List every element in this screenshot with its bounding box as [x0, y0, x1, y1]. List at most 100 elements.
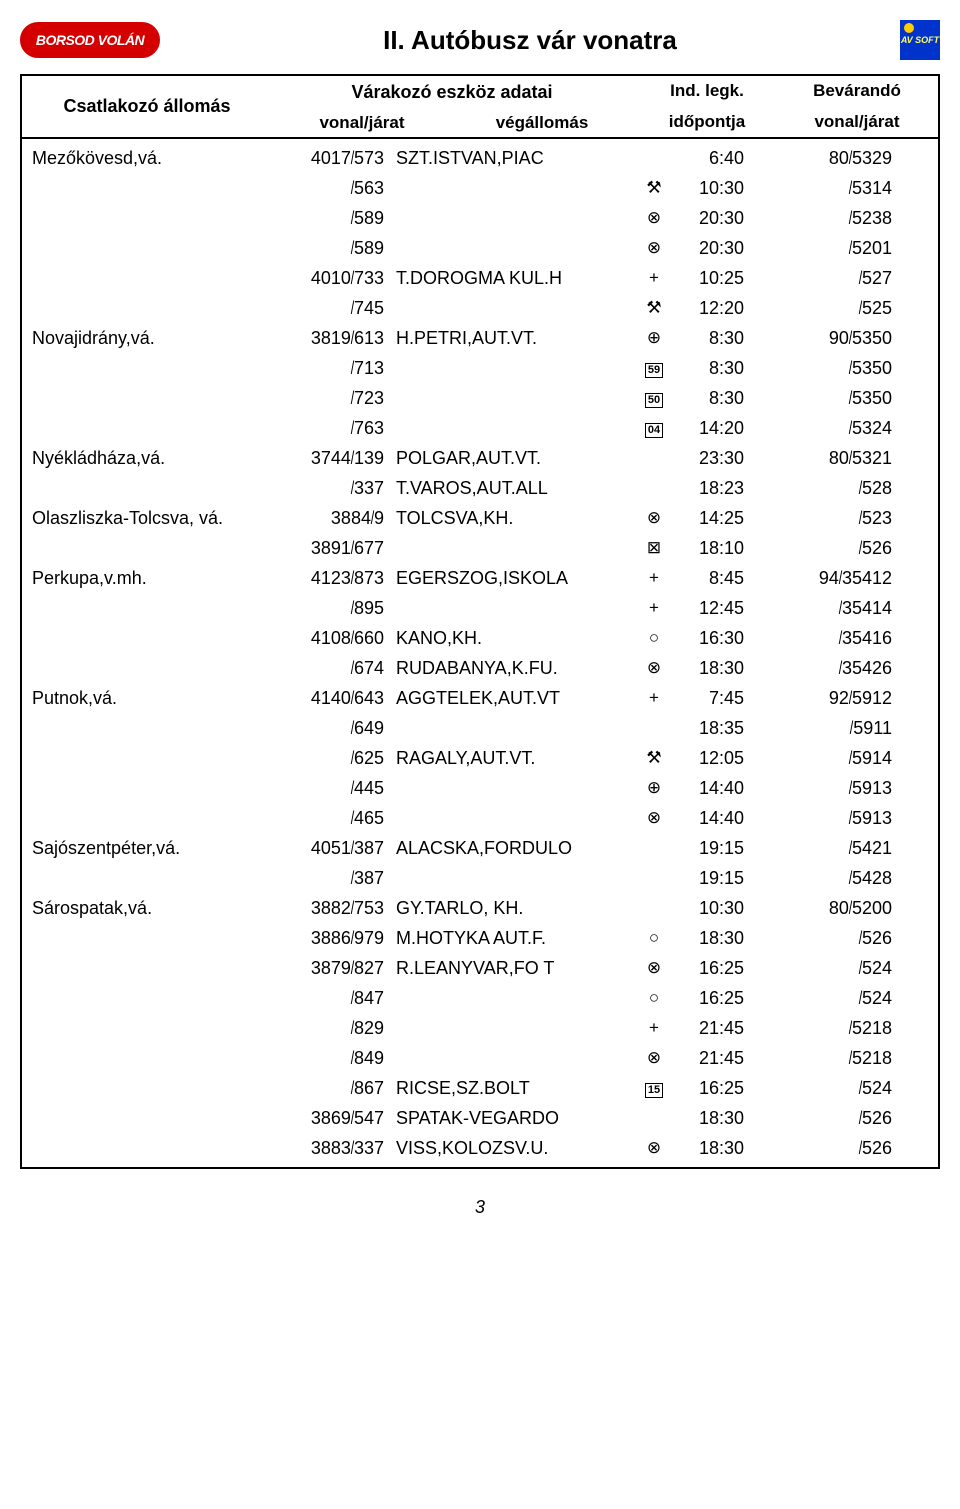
cell-station: Olaszliszka-Tolcsva, vá. [22, 508, 272, 529]
cell-symbol: ○ [632, 988, 676, 1008]
cell-destination: M.HOTYKA AUT.F. [392, 928, 632, 949]
cell-wait: /5914 [762, 748, 932, 769]
cell-wait: 92/5912 [762, 688, 932, 709]
table-row: /465⊗14:40/5913 [22, 803, 938, 833]
cell-line: /465 [272, 808, 392, 829]
cell-symbol: ⊗ [632, 1048, 676, 1068]
avsoft-logo: AV SOFT [900, 20, 940, 60]
table-body: Mezőkövesd,vá.4017/573SZT.ISTVAN,PIAC6:4… [22, 139, 938, 1167]
cell-destination: ALACSKA,FORDULO [392, 838, 632, 859]
table-row: /829+21:45/5218 [22, 1013, 938, 1043]
cell-symbol: ⊗ [632, 208, 676, 228]
cell-line: /649 [272, 718, 392, 739]
cell-line: 3744/139 [272, 448, 392, 469]
timetable: Csatlakozó állomás Várakozó eszköz adata… [20, 74, 940, 1169]
cell-line: 3884/9 [272, 508, 392, 529]
cell-line: /713 [272, 358, 392, 379]
cell-wait: 80/5321 [762, 448, 932, 469]
cell-line: 4123/873 [272, 568, 392, 589]
cell-wait: /526 [762, 1138, 932, 1159]
cell-wait: /5913 [762, 778, 932, 799]
cell-line: /829 [272, 1018, 392, 1039]
cell-symbol: ⊠ [632, 538, 676, 558]
cell-symbol: ⊗ [632, 1138, 676, 1158]
table-row: 4010/733T.DOROGMA KUL.H+10:25/527 [22, 263, 938, 293]
cell-line: /895 [272, 598, 392, 619]
cell-wait: 80/5200 [762, 898, 932, 919]
table-row: /7630414:20/5324 [22, 413, 938, 443]
table-row: 3886/979M.HOTYKA AUT.F.○18:30/526 [22, 923, 938, 953]
cell-destination: AGGTELEK,AUT.VT [392, 688, 632, 709]
cell-wait: /5350 [762, 388, 932, 409]
cell-line: /589 [272, 208, 392, 229]
cell-line: /674 [272, 658, 392, 679]
cell-station: Sárospatak,vá. [22, 898, 272, 919]
header-wait-bot: vonal/járat [782, 107, 932, 138]
cell-symbol: 50 [632, 388, 676, 408]
page-number: 3 [20, 1197, 940, 1218]
cell-symbol: ⊗ [632, 958, 676, 978]
company-logo: BORSOD VOLÁN [20, 22, 160, 58]
cell-wait: /525 [762, 298, 932, 319]
cell-line: /867 [272, 1078, 392, 1099]
table-row: /38719:15/5428 [22, 863, 938, 893]
table-row: /723508:30/5350 [22, 383, 938, 413]
table-row: Mezőkövesd,vá.4017/573SZT.ISTVAN,PIAC6:4… [22, 143, 938, 173]
table-row: Sajószentpéter,vá.4051/387ALACSKA,FORDUL… [22, 833, 938, 863]
cell-line: /445 [272, 778, 392, 799]
cell-line: /337 [272, 478, 392, 499]
cell-line: /589 [272, 238, 392, 259]
table-row: /745⚒12:20/525 [22, 293, 938, 323]
cell-station: Sajószentpéter,vá. [22, 838, 272, 859]
cell-wait: 90/5350 [762, 328, 932, 349]
cell-station: Nyékládháza,vá. [22, 448, 272, 469]
cell-symbol: ⊕ [632, 328, 676, 348]
cell-line: /847 [272, 988, 392, 1009]
cell-destination: RAGALY,AUT.VT. [392, 748, 632, 769]
cell-symbol: 59 [632, 358, 676, 378]
cell-time: 14:40 [676, 808, 762, 829]
cell-line: /387 [272, 868, 392, 889]
cell-symbol: ⚒ [632, 178, 676, 198]
cell-time: 8:30 [676, 328, 762, 349]
table-row: Novajidrány,vá.3819/613H.PETRI,AUT.VT.⊕8… [22, 323, 938, 353]
table-row: 3879/827R.LEANYVAR,FO T⊗16:25/524 [22, 953, 938, 983]
cell-time: 23:30 [676, 448, 762, 469]
cell-wait: /35416 [762, 628, 932, 649]
cell-wait: /5911 [762, 718, 932, 739]
cell-line: 3879/827 [272, 958, 392, 979]
table-row: /589⊗20:30/5238 [22, 203, 938, 233]
table-row: Putnok,vá.4140/643AGGTELEK,AUT.VT+7:4592… [22, 683, 938, 713]
cell-wait: /526 [762, 928, 932, 949]
header-dep-top: Ind. legk. [632, 76, 782, 107]
cell-wait: /5428 [762, 868, 932, 889]
page-header: BORSOD VOLÁN II. Autóbusz vár vonatra AV… [20, 20, 940, 60]
cell-line: /563 [272, 178, 392, 199]
table-row: Perkupa,v.mh.4123/873EGERSZOG,ISKOLA+8:4… [22, 563, 938, 593]
table-row: /867RICSE,SZ.BOLT1516:25/524 [22, 1073, 938, 1103]
cell-wait: /5421 [762, 838, 932, 859]
cell-wait: /5218 [762, 1048, 932, 1069]
cell-time: 10:30 [676, 898, 762, 919]
cell-destination: SZT.ISTVAN,PIAC [392, 148, 632, 169]
cell-symbol: 04 [632, 418, 676, 438]
cell-symbol: + [632, 598, 676, 618]
cell-time: 21:45 [676, 1048, 762, 1069]
cell-time: 20:30 [676, 238, 762, 259]
cell-symbol: ○ [632, 928, 676, 948]
table-row: /337T.VAROS,AUT.ALL18:23/528 [22, 473, 938, 503]
cell-wait: /5314 [762, 178, 932, 199]
cell-destination: R.LEANYVAR,FO T [392, 958, 632, 979]
cell-line: /745 [272, 298, 392, 319]
cell-time: 18:30 [676, 658, 762, 679]
cell-time: 8:45 [676, 568, 762, 589]
cell-line: 3819/613 [272, 328, 392, 349]
logo-text: BORSOD VOLÁN [36, 32, 144, 48]
cell-time: 16:30 [676, 628, 762, 649]
cell-station: Mezőkövesd,vá. [22, 148, 272, 169]
cell-wait: /524 [762, 988, 932, 1009]
cell-time: 18:35 [676, 718, 762, 739]
cell-wait: /524 [762, 1078, 932, 1099]
cell-wait: /524 [762, 958, 932, 979]
header-vehicle-top: Várakozó eszköz adatai [272, 76, 632, 109]
